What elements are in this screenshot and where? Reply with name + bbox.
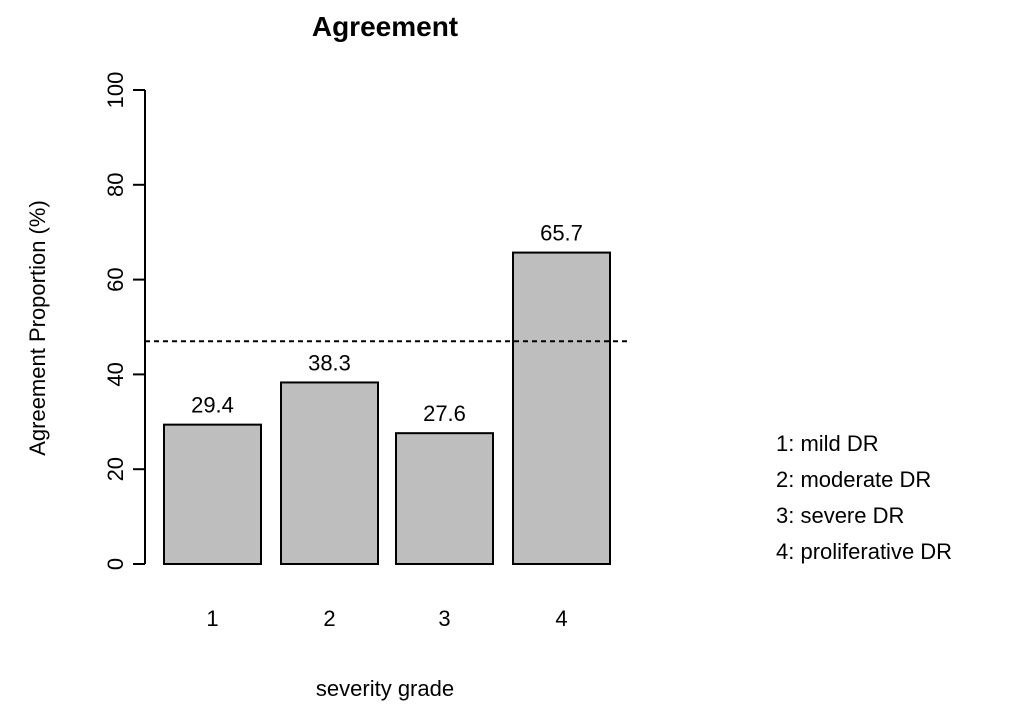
y-tick-label: 40 [103,362,128,386]
y-tick-label: 100 [103,72,128,109]
x-tick-label: 2 [323,606,335,631]
data-label: 38.3 [308,350,351,375]
category-notes: 1: mild DR 2: moderate DR 3: severe DR 4: p… [776,431,952,564]
x-axis-label: severity grade [316,676,454,701]
bar-1 [163,423,262,566]
bar-2 [280,381,379,566]
chart-title: Agreement [312,11,458,42]
bar-3 [395,432,494,565]
category-note: 3: severe DR [776,503,904,528]
x-tick-label: 1 [206,606,218,631]
category-note: 2: moderate DR [776,467,931,492]
data-labels: 29.4 38.3 27.6 65.7 [191,221,583,427]
x-axis-ticks: 1 2 3 4 [206,606,567,631]
y-axis: 0 20 40 60 80 100 [103,72,146,570]
y-tick-label: 80 [103,173,128,197]
y-axis-label: Agreement Proportion (%) [25,200,50,456]
bar-4 [512,251,611,565]
y-tick-label: 0 [103,558,128,570]
y-tick-label: 20 [103,457,128,481]
y-tick-label: 60 [103,267,128,291]
x-tick-label: 4 [555,606,567,631]
bar-series [163,251,611,566]
data-label: 65.7 [540,221,583,246]
category-note: 1: mild DR [776,431,879,456]
x-tick-label: 3 [438,606,450,631]
category-note: 4: proliferative DR [776,539,952,564]
data-label: 27.6 [423,401,466,426]
data-label: 29.4 [191,393,234,418]
